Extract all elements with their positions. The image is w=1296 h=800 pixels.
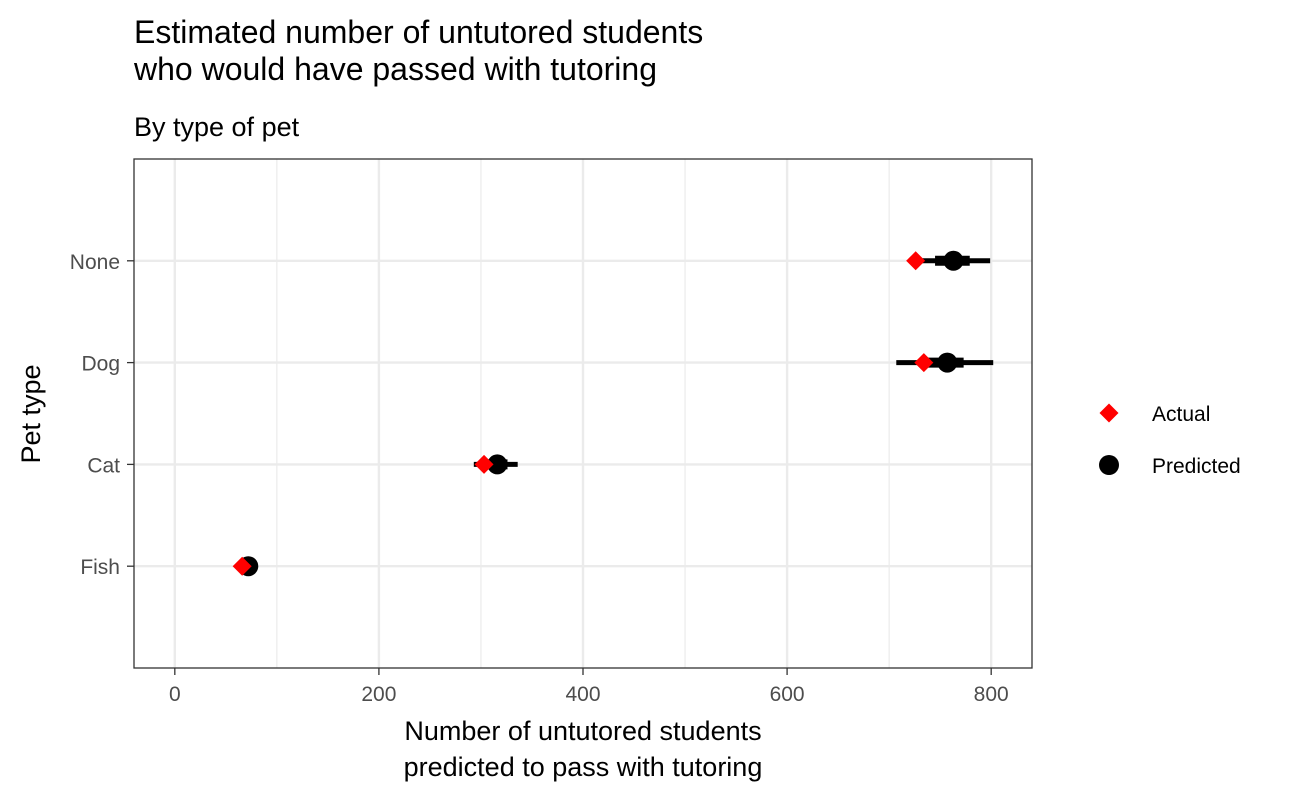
y-tick-label: Dog <box>81 353 120 376</box>
y-tick-label: None <box>70 251 120 274</box>
actual-point <box>474 454 494 474</box>
chart-title: Estimated number of untutored studentswh… <box>133 14 703 87</box>
predicted-point <box>943 250 964 271</box>
legend: Actual Predicted <box>1099 403 1241 478</box>
legend-label: Actual <box>1152 403 1210 426</box>
y-tick-label: Cat <box>87 454 120 477</box>
actual-point <box>914 353 934 373</box>
chart-subtitle: By type of pet <box>134 112 300 142</box>
x-axis-label-line: predicted to pass with tutoring <box>404 752 763 782</box>
plot-panel <box>133 158 1033 669</box>
legend-label: Predicted <box>1152 455 1241 478</box>
x-axis-label: Number of untutored students predicted to… <box>404 716 763 782</box>
x-tick-label: 0 <box>169 683 181 706</box>
y-tick-label: Fish <box>80 556 120 579</box>
legend-key-predicted <box>1099 455 1119 475</box>
predicted-point <box>937 352 958 373</box>
chart-title-line: Estimated number of untutored students <box>134 14 703 50</box>
y-axis-label: Pet type <box>16 364 46 463</box>
actual-point <box>232 556 252 576</box>
actual-point <box>906 251 926 271</box>
y-axis: Fish Cat Dog None <box>70 251 134 579</box>
x-tick-label: 200 <box>361 683 396 706</box>
legend-key-actual <box>1099 403 1119 423</box>
x-tick-label: 400 <box>565 683 600 706</box>
x-tick-label: 800 <box>974 683 1009 706</box>
chart-title-line: who would have passed with tutoring <box>133 51 657 87</box>
x-axis-label-line: Number of untutored students <box>404 716 761 746</box>
predicted-point <box>487 454 508 475</box>
x-tick-label: 600 <box>770 683 805 706</box>
x-axis: 0 200 400 600 800 <box>169 668 1009 706</box>
